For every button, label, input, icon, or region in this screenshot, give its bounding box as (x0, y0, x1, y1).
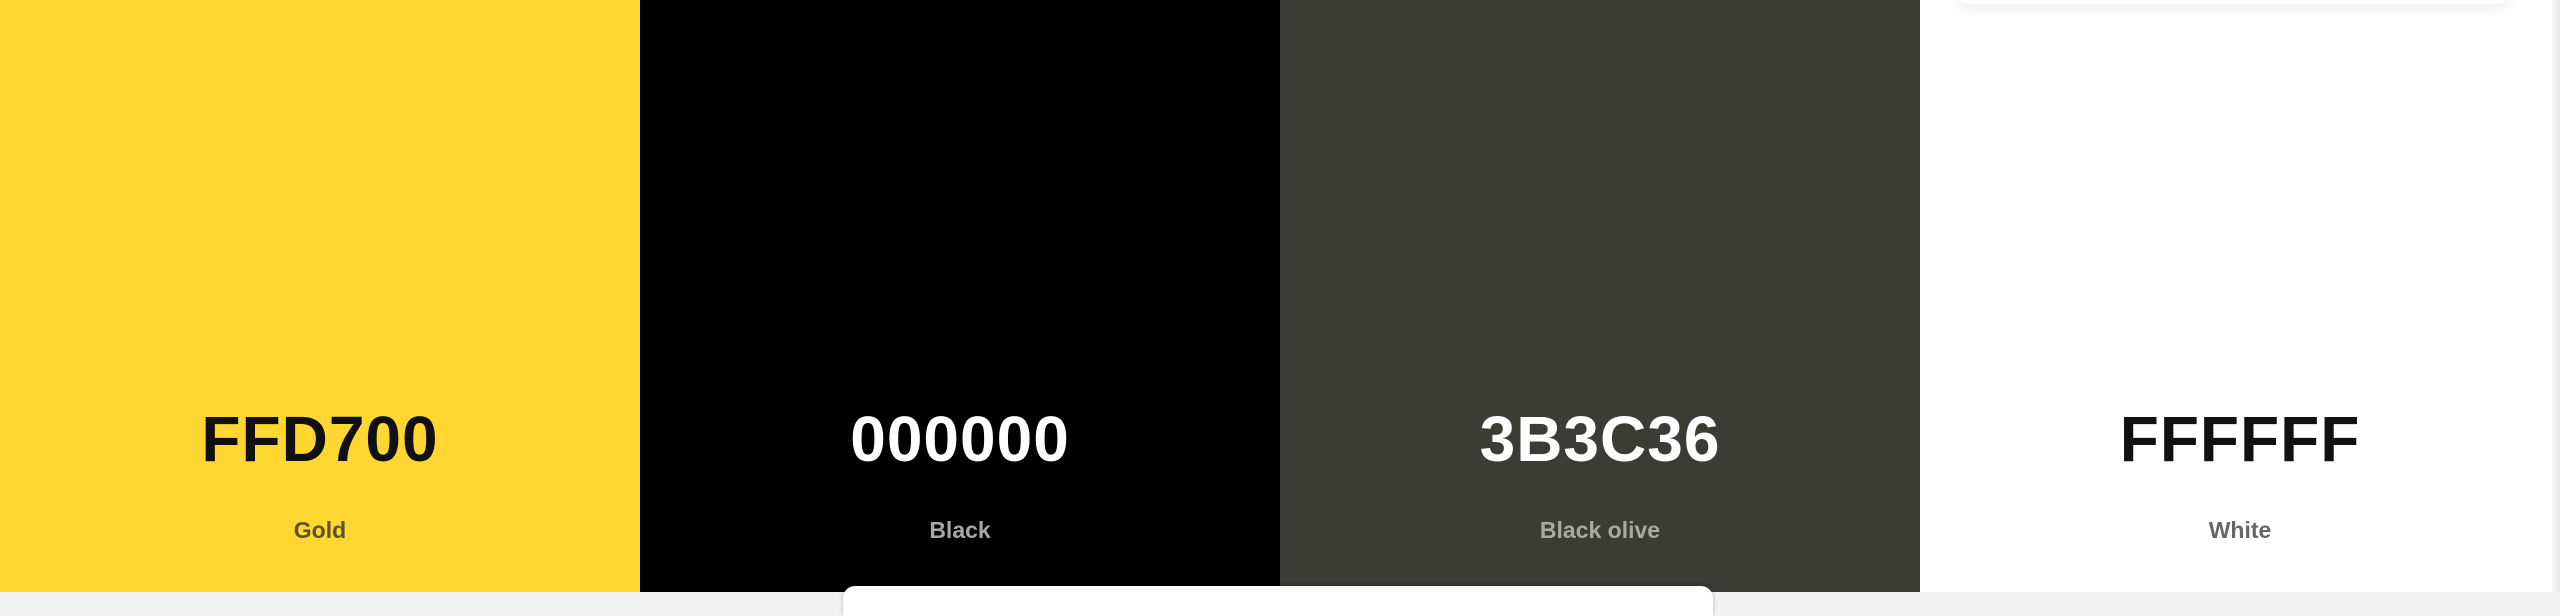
swatch-white[interactable]: FFFFFF White (1920, 0, 2560, 592)
page-right-edge (2552, 0, 2560, 592)
swatch-hex-code[interactable]: FFFFFF (2119, 403, 2361, 475)
swatch-hex-code[interactable]: 3B3C36 (1479, 403, 1721, 475)
swatch-gold[interactable]: FFD700 Gold (0, 0, 640, 592)
swatch-black[interactable]: 000000 Black (640, 0, 1280, 592)
color-palette: FFD700 Gold 000000 Black 3B3C36 Black ol… (0, 0, 2560, 592)
swatch-hex-code[interactable]: FFD700 (201, 403, 439, 475)
top-floating-panel (1958, 0, 2508, 4)
swatch-black-olive[interactable]: 3B3C36 Black olive (1280, 0, 1920, 592)
swatch-color-name: Black (929, 517, 991, 543)
swatch-color-name: White (2208, 517, 2272, 543)
swatch-hex-code[interactable]: 000000 (850, 403, 1070, 475)
swatch-color-name: Gold (293, 517, 347, 543)
swatch-color-name: Black olive (1539, 517, 1661, 543)
bottom-toolbar[interactable] (843, 586, 1713, 616)
